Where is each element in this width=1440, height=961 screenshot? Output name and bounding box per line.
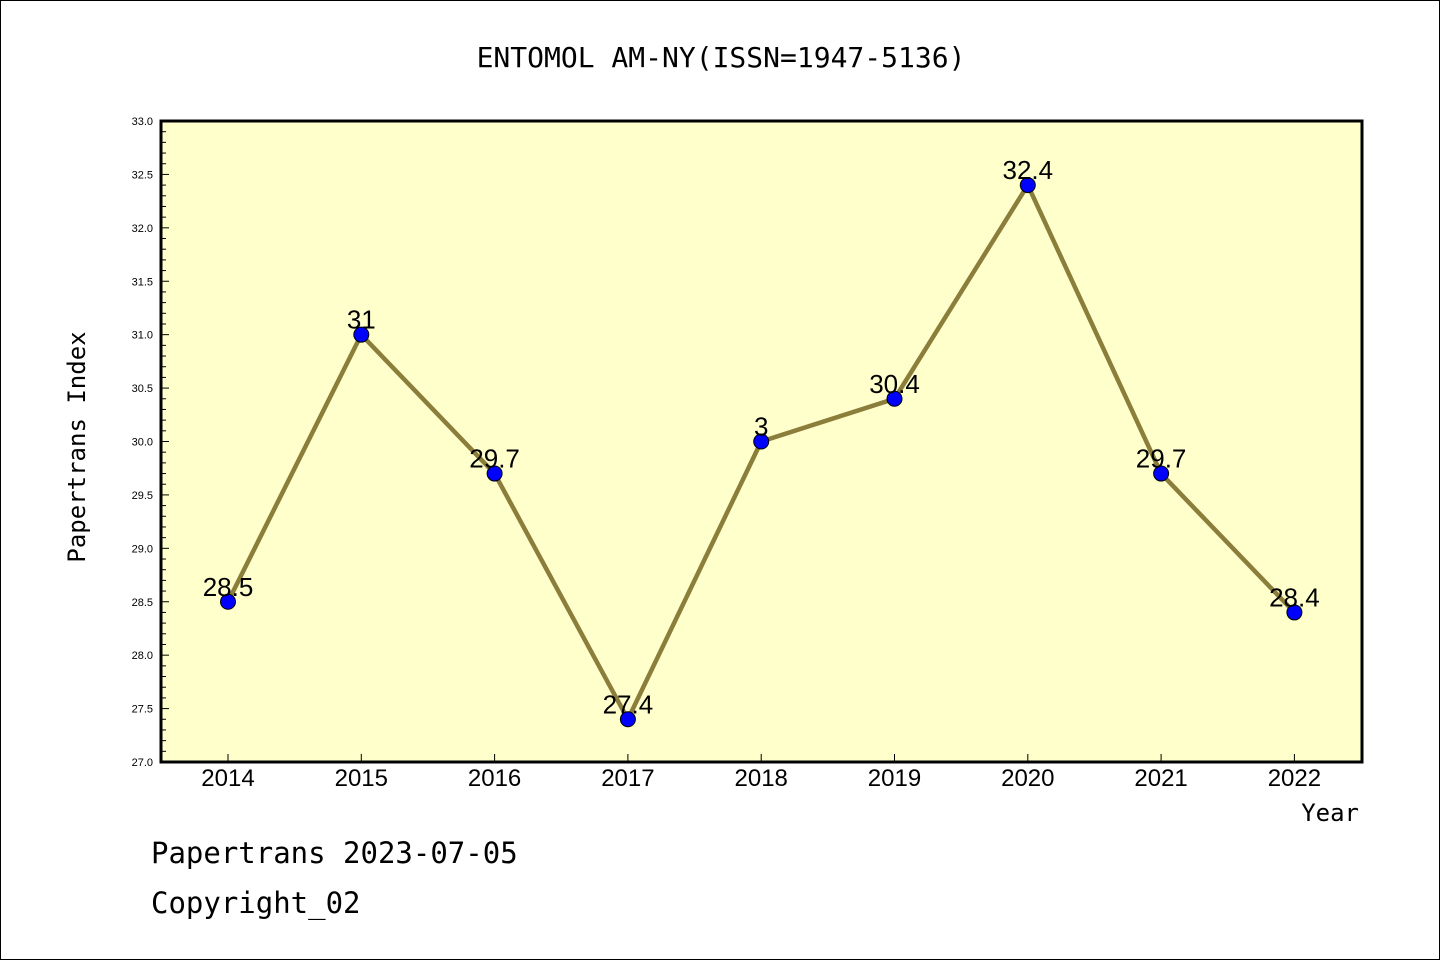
y-tick-label: 29.0 [132,543,153,555]
y-tick-label: 32.5 [132,169,153,181]
data-label: 28.5 [203,572,254,602]
data-point [486,465,503,482]
data-label: 3 [754,412,768,442]
x-axis: 2014 2015 2016 2017 2018 2019 2020 2021 2022 [201,754,1321,792]
x-tick-label: 2014 [201,765,254,792]
x-axis-label: Year [1301,799,1359,827]
y-tick-label: 30.0 [132,437,153,449]
x-tick-label: 2017 [601,765,654,792]
chart-title: ENTOMOL AM-NY(ISSN=1947-5136) [477,41,966,74]
y-tick-label: 28.5 [132,597,153,609]
x-tick-label: 2016 [468,765,521,792]
data-point [1286,604,1303,621]
data-point [1153,465,1170,482]
x-tick-label: 2015 [335,765,388,792]
data-point [753,433,770,450]
data-label: 27.4 [603,689,654,719]
x-tick-label: 2022 [1268,765,1321,792]
data-point [353,326,370,343]
y-tick-label: 30.5 [132,383,153,395]
data-label: 28.4 [1269,582,1320,612]
x-tick-label: 2018 [735,765,788,792]
data-label: 31 [347,305,376,335]
y-tick-label: 27.0 [132,757,153,769]
y-tick-label: 28.0 [132,650,153,662]
data-label: 29.7 [469,444,520,474]
data-label: 30.4 [869,369,920,399]
data-label: 32.4 [1002,155,1053,185]
y-axis: 27.0 27.5 28.0 28.5 29.0 29.5 30.0 30.5 31.0 31.5… [132,116,169,769]
y-tick-label: 33.0 [132,116,153,128]
footer-date: Papertrans 2023-07-05 [151,836,518,870]
x-tick-label: 2021 [1134,765,1187,792]
data-point [1019,177,1036,194]
x-tick-label: 2020 [1001,765,1054,792]
footer-copyright: Copyright_02 [151,886,361,920]
data-point [886,390,903,407]
series-layer: 28.5 31 29.7 27.4 3 30.4 32.4 29.7 28.4 [203,155,1320,728]
x-tick-label: 2019 [868,765,921,792]
data-point [220,593,236,610]
y-axis-label: Papertrans Index [63,331,91,562]
data-point [619,711,636,728]
data-label: 29.7 [1136,444,1187,474]
y-tick-label: 27.5 [132,704,153,716]
y-tick-label: 32.0 [132,223,153,235]
plot-border [159,119,1364,764]
y-tick-label: 31.5 [132,276,153,288]
y-tick-label: 31.0 [132,330,153,342]
y-tick-label: 29.5 [132,490,153,502]
